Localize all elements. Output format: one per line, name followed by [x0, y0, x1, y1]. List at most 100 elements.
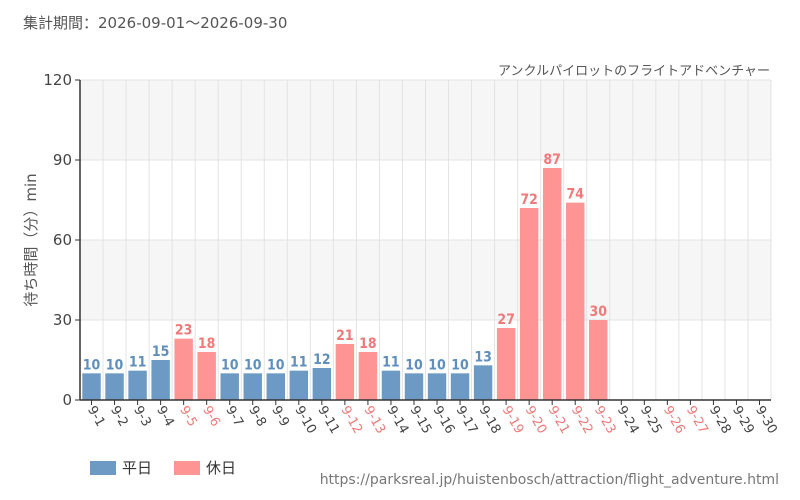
bar [404, 373, 424, 400]
x-tick-label: 9-14 [383, 404, 411, 437]
bar-value-label: 74 [566, 187, 584, 203]
bar-value-label: 27 [497, 312, 515, 328]
bar-value-labels: 10 10 11 15 23 18 10 10 10 11 12 21 18 11 10 10 10 13 27 72… [83, 152, 607, 373]
x-tick-label: 9-19 [499, 404, 527, 437]
x-tick-label: 9-28 [706, 404, 734, 437]
x-tick-label: 9-7 [222, 404, 246, 430]
x-tick-label: 9-24 [614, 404, 642, 437]
x-tick-label: 9-1 [84, 404, 108, 430]
bar [566, 202, 585, 400]
bar-value-label: 87 [543, 152, 561, 168]
x-tick-label: 9-4 [153, 404, 177, 430]
bar [427, 373, 447, 400]
x-tick-label: 9-10 [291, 404, 319, 437]
legend-swatch-holiday [174, 460, 201, 475]
y-tick-label: 30 [53, 311, 72, 329]
bar [335, 344, 355, 400]
bar [312, 368, 332, 400]
x-tick-label: 9-13 [360, 404, 388, 437]
bar [128, 370, 147, 400]
legend-swatch-weekday [90, 460, 116, 475]
source-url: https://parksreal.jp/huistenbosch/attrac… [319, 472, 779, 488]
bar [496, 328, 516, 400]
x-tick-label: 9-17 [453, 404, 481, 437]
period-line: 集計期間：2026-09-01～2026-09-30 [23, 12, 287, 33]
bar-value-label: 10 [244, 357, 262, 373]
bar-value-label: 10 [451, 357, 469, 373]
bar-value-label: 10 [405, 357, 423, 373]
x-tick-label: 9-11 [314, 404, 342, 437]
x-tick-label: 9-30 [752, 404, 780, 437]
x-tick-label: 9-12 [337, 404, 365, 437]
bar-value-label: 21 [336, 328, 354, 344]
y-tick-label: 0 [62, 391, 72, 409]
y-tick-labels: 0 30 60 90 120 [43, 71, 72, 409]
bar [151, 360, 170, 400]
bar [105, 373, 124, 400]
bar [519, 208, 539, 400]
bar-value-label: 10 [221, 357, 239, 373]
bar [542, 168, 562, 400]
bar-value-label: 72 [520, 192, 538, 208]
legend-item-holiday: 休日 [174, 457, 236, 478]
bar-value-label: 18 [359, 336, 377, 352]
period-end: 2026-09-30 [200, 14, 288, 32]
chart-title: アンクルパイロットのフライトアドベンチャー [498, 64, 770, 79]
x-tick-label: 9-27 [683, 404, 711, 437]
bar-value-label: 10 [428, 357, 446, 373]
bar [82, 373, 101, 400]
bar [381, 370, 401, 400]
bar [358, 352, 378, 400]
x-tick-labels: 9-1 9-2 9-3 9-4 9-5 9-6 9-7 9-8 9-9 9-109-119-129… [84, 404, 780, 437]
bar [220, 373, 239, 400]
bar-value-label: 23 [175, 323, 193, 339]
period-start: 2026-09-01 [98, 14, 186, 32]
x-tick-label: 9-29 [729, 404, 757, 437]
bar [289, 370, 309, 400]
bar-value-label: 30 [589, 304, 607, 320]
x-tick-label: 9-16 [430, 404, 458, 437]
y-axis-label: 待ち時間（分）min [22, 173, 40, 306]
x-tick-label: 9-9 [268, 404, 292, 430]
x-tick-label: 9-3 [130, 404, 154, 430]
bar-value-label: 10 [267, 357, 285, 373]
bar-value-label: 10 [106, 357, 124, 373]
bar [197, 352, 216, 400]
y-tick-label: 120 [43, 71, 72, 89]
y-tick-label: 90 [53, 151, 72, 169]
bar-value-label: 15 [152, 344, 170, 360]
x-tick-label: 9-26 [660, 404, 688, 437]
legend-item-weekday: 平日 [90, 457, 152, 478]
x-tick-label: 9-23 [591, 404, 619, 437]
x-tick-label: 9-20 [522, 404, 550, 437]
legend: 平日 休日 [90, 457, 258, 478]
bar-value-label: 12 [313, 352, 331, 368]
bar-series [82, 168, 608, 400]
bar [450, 373, 470, 400]
legend-label-weekday: 平日 [122, 459, 153, 477]
x-tick-label: 9-2 [107, 404, 131, 430]
bar-value-label: 13 [474, 349, 492, 365]
x-tick-label: 9-25 [637, 404, 665, 437]
x-tick-label: 9-22 [568, 404, 596, 437]
x-tick-label: 9-15 [407, 404, 435, 437]
period-separator: ～ [185, 14, 201, 32]
legend-label-holiday: 休日 [206, 459, 237, 477]
plot-axes [75, 79, 771, 405]
x-tick-label: 9-8 [245, 404, 269, 430]
x-tick-label: 9-18 [476, 404, 504, 437]
x-tick-label: 9-21 [545, 404, 573, 437]
y-tick-label: 60 [53, 231, 72, 249]
bar-value-label: 11 [129, 355, 147, 371]
bar [589, 320, 608, 400]
x-tick-label: 9-5 [176, 404, 200, 430]
bar [174, 338, 193, 400]
period-label: 集計期間： [23, 14, 99, 32]
x-tick-label: 9-6 [199, 404, 223, 430]
bar [243, 373, 262, 400]
bar [266, 373, 285, 400]
bar-value-label: 18 [198, 336, 216, 352]
bar-value-label: 10 [83, 357, 101, 373]
bar [473, 365, 493, 400]
bar-value-label: 11 [290, 355, 308, 371]
